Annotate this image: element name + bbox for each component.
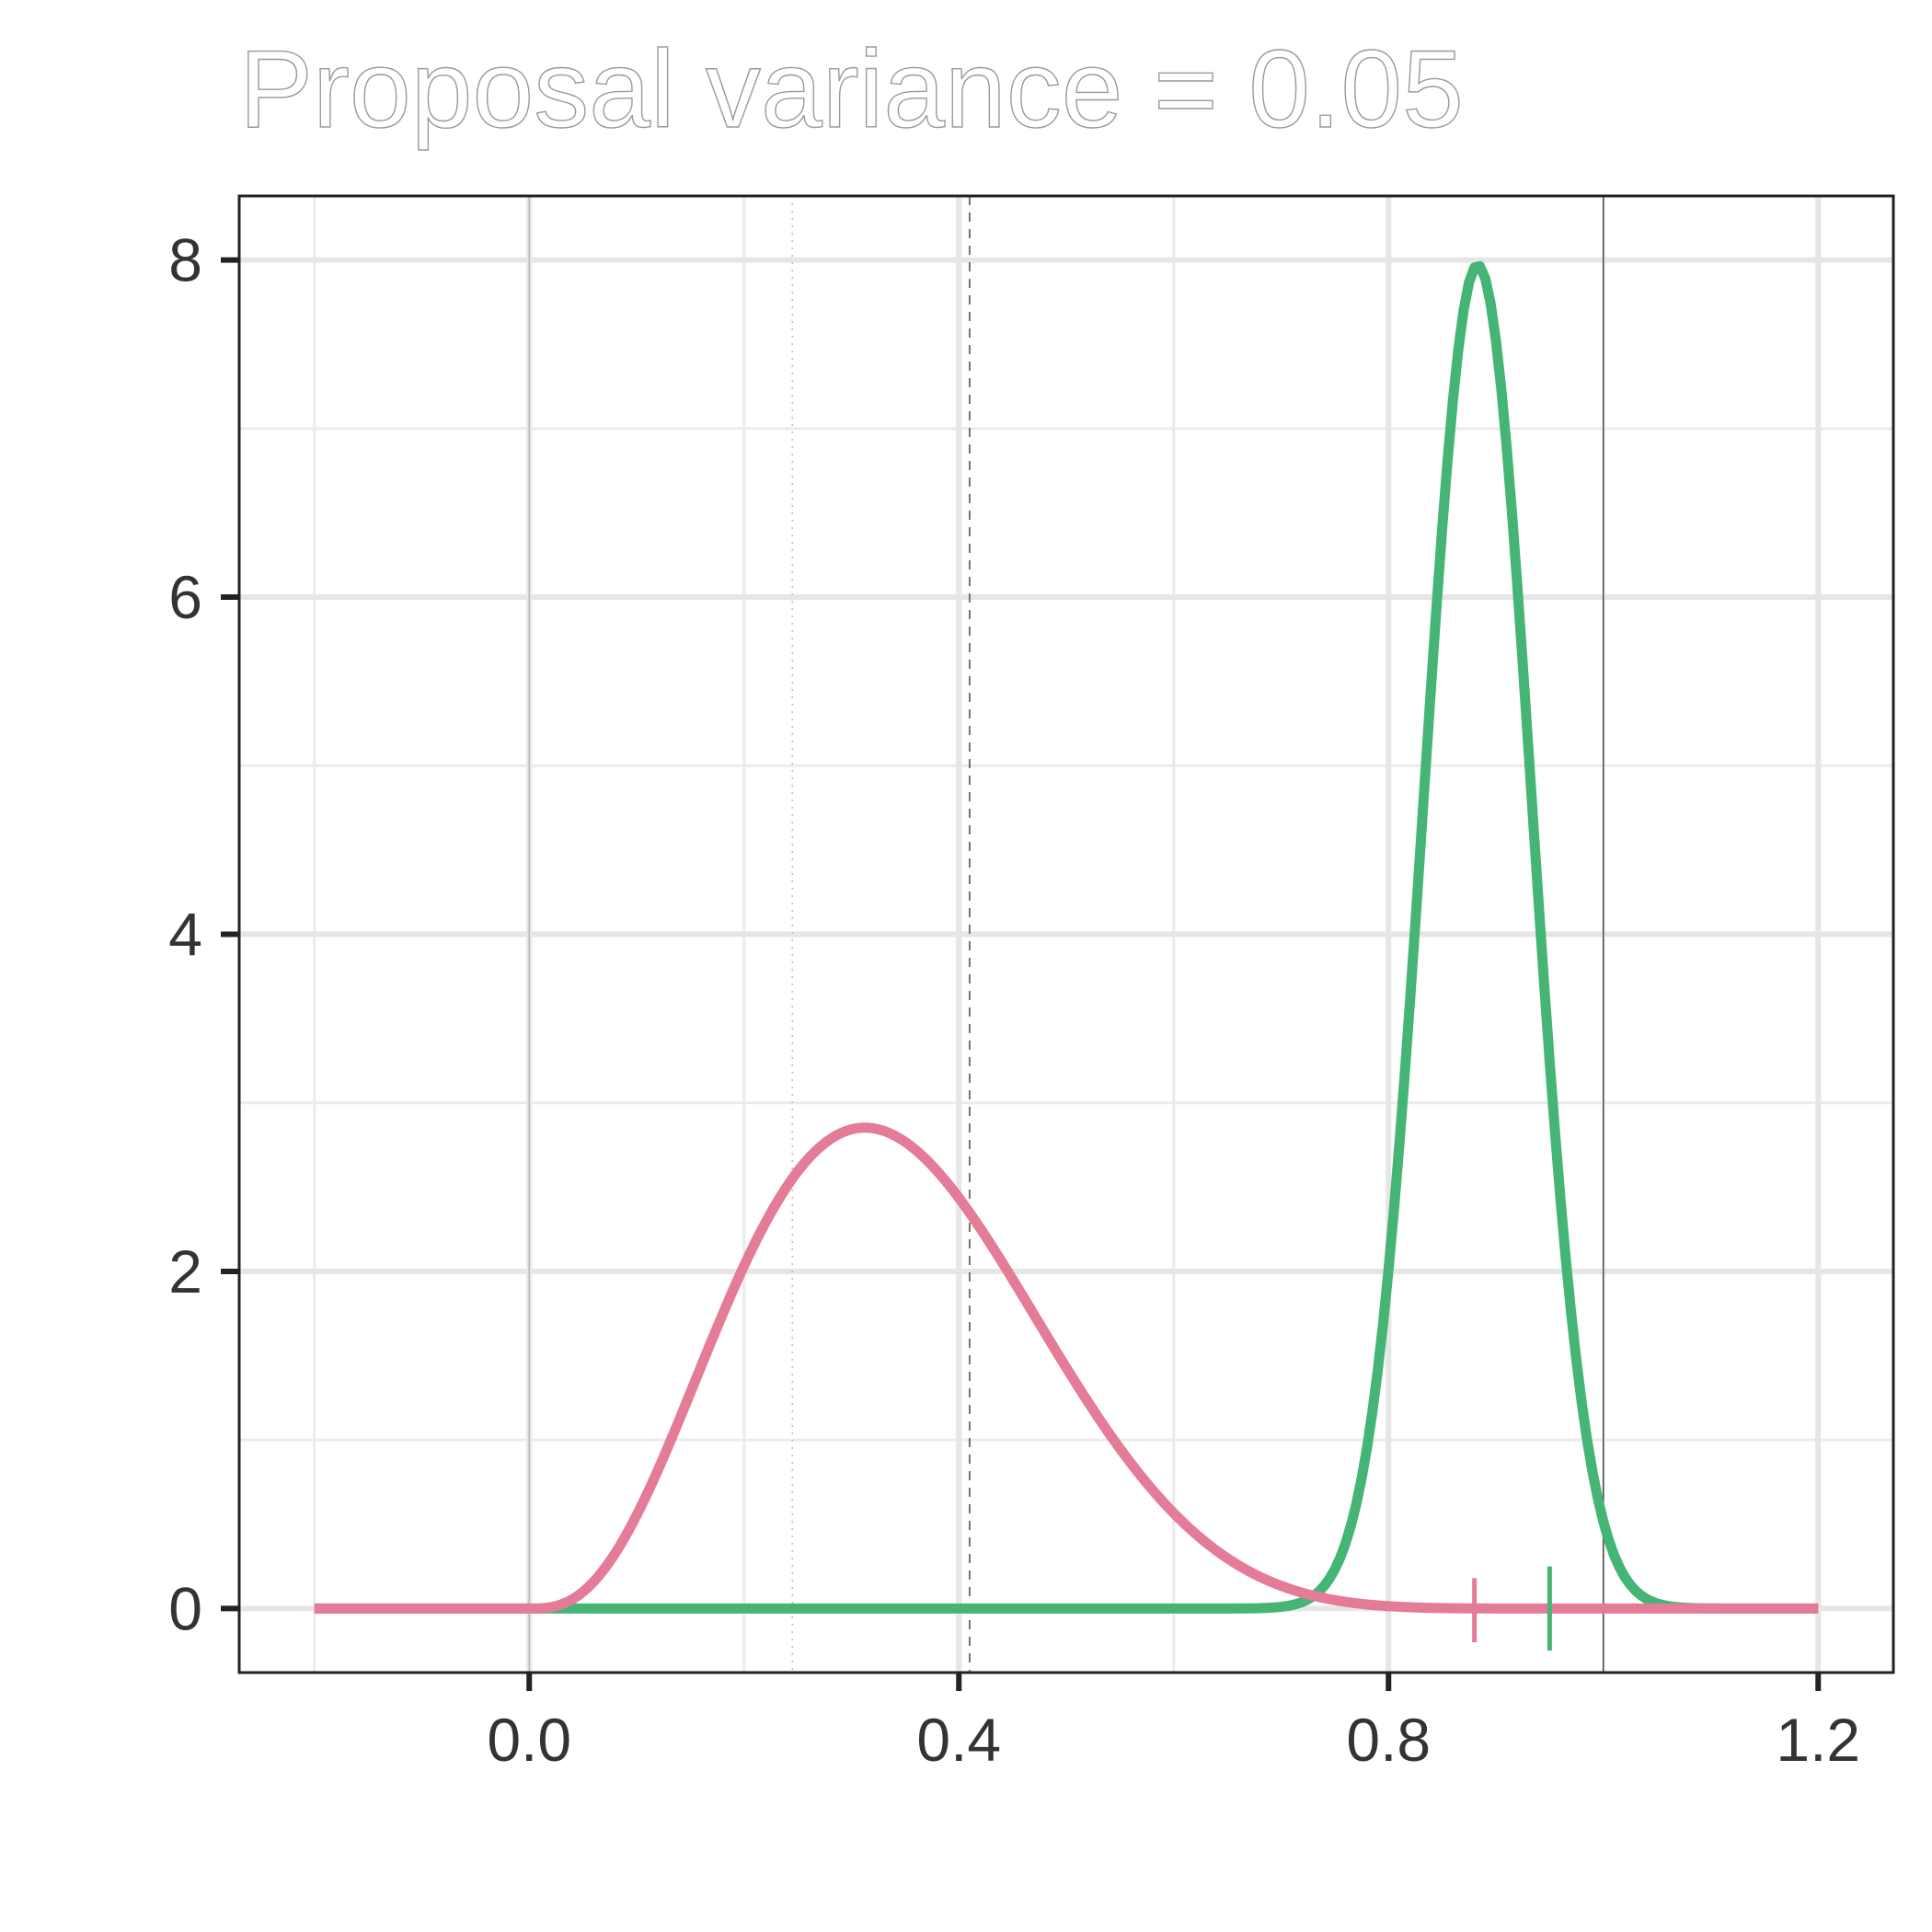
y-axis: 0 2 4 6 8: [168, 226, 239, 1642]
x-tick-label: 0.4: [916, 1706, 1001, 1774]
x-axis: 0.0 0.4 0.8 1.2: [487, 1673, 1860, 1774]
x-tick-label: 1.2: [1776, 1706, 1860, 1774]
x-tick-label: 0.0: [487, 1706, 571, 1774]
chart-title: Proposal variance = 0.05: [239, 28, 1464, 151]
y-tick-label: 0: [168, 1574, 202, 1642]
reference-lines: [528, 196, 1604, 1673]
tick-marks-group: [1472, 1566, 1552, 1651]
series-line-beta: [314, 1122, 1819, 1614]
y-tick-label: 8: [168, 226, 202, 294]
series-line-gaussian: [314, 260, 1819, 1614]
x-tick-label: 0.8: [1346, 1706, 1431, 1774]
y-tick-label: 2: [168, 1237, 202, 1305]
series-group: [314, 260, 1819, 1614]
y-tick-label: 6: [168, 563, 202, 631]
y-tick-label: 4: [168, 901, 202, 969]
